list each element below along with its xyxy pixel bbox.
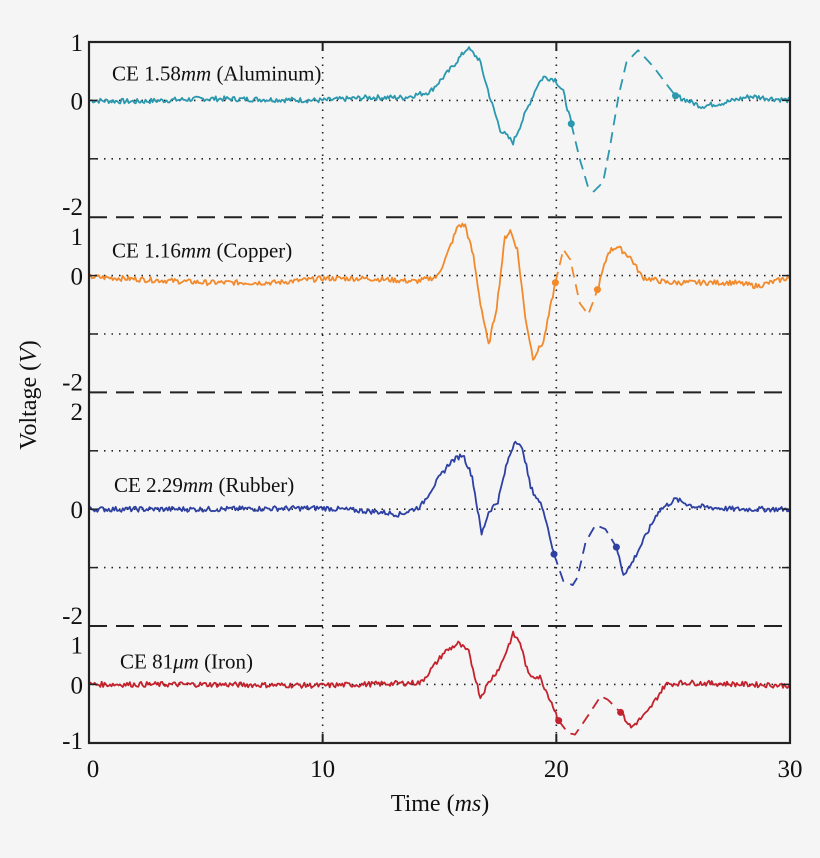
label-suffix: (Aluminum) — [211, 61, 321, 85]
iron-marker — [555, 717, 563, 725]
y-tick-label: -2 — [62, 369, 83, 396]
iron-trace-dashed — [557, 695, 622, 736]
label-unit: mm — [181, 61, 211, 85]
y-axis-label: Voltage (V) — [16, 340, 42, 450]
axes-frame — [87, 40, 792, 745]
copper-trace-solid — [596, 245, 791, 291]
copper-trace-dashed — [554, 248, 599, 316]
y-tick-label: -2 — [62, 194, 83, 221]
x-tick-label: 10 — [310, 756, 335, 783]
iron-label: CE 81μm (Iron) — [120, 649, 253, 673]
rubber-marker — [612, 543, 620, 551]
y-tick-label: 0 — [71, 497, 84, 524]
aluminum-trace-dashed — [570, 49, 677, 193]
label-unit: mm — [181, 239, 211, 263]
x-tick-label: 20 — [544, 756, 569, 783]
y-tick-label: -2 — [62, 603, 83, 630]
x-tick-label: 0 — [87, 756, 100, 783]
y-tick-label: 1 — [71, 224, 84, 251]
y-tick-label: 2 — [71, 399, 84, 426]
y-tick-label: 1 — [71, 633, 84, 660]
copper-marker — [593, 286, 601, 294]
label-unit: μm — [172, 649, 199, 673]
rubber-trace-solid — [615, 497, 791, 576]
tick-labels: 10-210-220-210-10 10 20 30 — [62, 30, 802, 783]
x-tick-label: 30 — [778, 756, 803, 783]
grid — [89, 42, 790, 743]
label-prefix: CE 2.29 — [114, 473, 183, 497]
traces — [88, 46, 791, 736]
label-suffix: (Copper) — [211, 239, 292, 263]
x-axis-label: Time (ms) — [391, 791, 489, 817]
y-tick-label: 0 — [71, 88, 84, 115]
copper-marker — [551, 279, 559, 287]
trace-labels: CE 1.58mm (Aluminum)CE 1.16mm (Copper)CE… — [112, 61, 321, 673]
aluminum-marker — [567, 120, 575, 128]
aluminum-label: CE 1.58mm (Aluminum) — [112, 61, 321, 85]
aluminum-trace-solid — [88, 46, 573, 146]
y-tick-label: 0 — [71, 264, 84, 291]
rubber-label: CE 2.29mm (Rubber) — [114, 473, 294, 497]
label-unit: mm — [183, 473, 213, 497]
aluminum-trace-solid — [675, 94, 791, 110]
iron-trace-solid — [88, 630, 560, 723]
rubber-trace-dashed — [553, 524, 618, 586]
aluminum-marker — [672, 92, 680, 100]
y-tick-label: 1 — [71, 30, 84, 57]
label-prefix: CE 1.16 — [112, 239, 181, 263]
label-suffix: (Rubber) — [213, 473, 294, 497]
copper-label: CE 1.16mm (Copper) — [112, 239, 292, 263]
label-prefix: CE 81 — [120, 649, 173, 673]
y-tick-label: 0 — [71, 672, 84, 699]
iron-marker — [617, 708, 625, 716]
plot-border — [87, 40, 792, 745]
rubber-trace-solid — [88, 440, 555, 553]
label-prefix: CE 1.58 — [112, 61, 181, 85]
label-suffix: (Iron) — [199, 649, 253, 673]
copper-trace-solid — [88, 222, 557, 361]
iron-trace-solid — [619, 679, 791, 729]
rubber-marker — [550, 550, 558, 558]
y-tick-label: -1 — [62, 728, 83, 755]
